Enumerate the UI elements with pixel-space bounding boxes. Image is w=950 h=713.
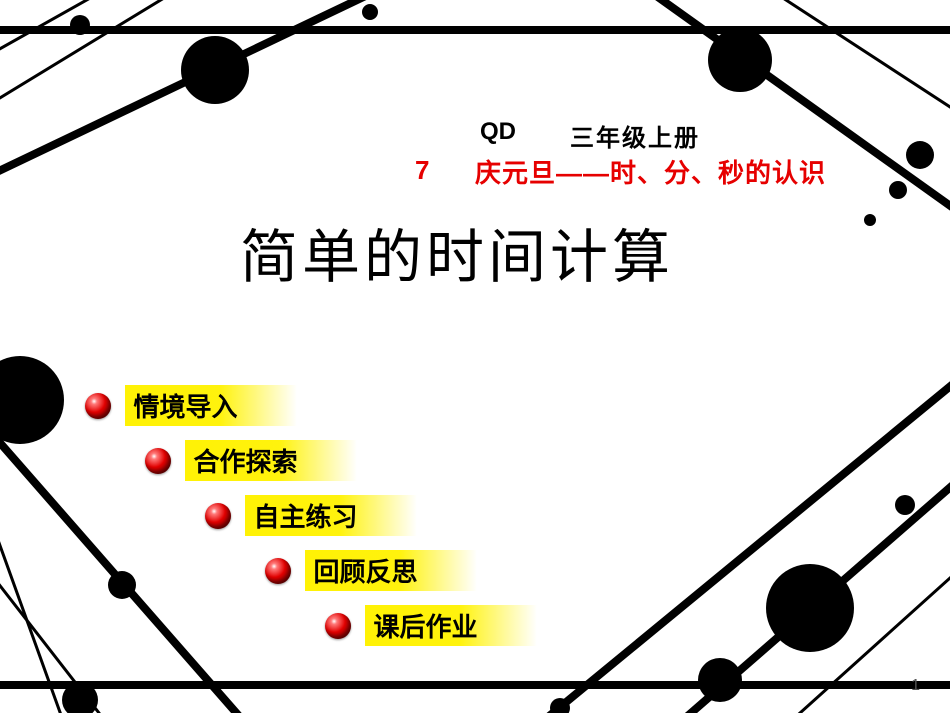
menu-label: 合作探索	[185, 440, 357, 481]
bullet-icon	[145, 448, 171, 474]
bullet-icon	[265, 558, 291, 584]
menu-item-5[interactable]: 课后作业	[325, 605, 537, 646]
chapter-number: 7	[415, 155, 429, 186]
header-qd: QD	[480, 118, 516, 146]
bullet-icon	[325, 613, 351, 639]
page-title: 简单的时间计算	[240, 210, 674, 294]
slide: QD 三年级上册 7 庆元旦——时、分、秒的认识 简单的时间计算 情境导入 合作…	[0, 0, 950, 713]
page-number: 1	[911, 677, 920, 695]
bullet-icon	[85, 393, 111, 419]
chapter-title: 庆元旦——时、分、秒的认识	[475, 153, 826, 190]
menu-item-2[interactable]: 合作探索	[145, 440, 357, 481]
menu-label: 回顾反思	[305, 550, 477, 591]
menu-label: 自主练习	[245, 495, 417, 536]
menu-item-3[interactable]: 自主练习	[205, 495, 417, 536]
bullet-icon	[205, 503, 231, 529]
menu-label: 课后作业	[365, 605, 537, 646]
header-grade: 三年级上册	[570, 118, 700, 153]
menu-item-1[interactable]: 情境导入	[85, 385, 297, 426]
menu-item-4[interactable]: 回顾反思	[265, 550, 477, 591]
menu-label: 情境导入	[125, 385, 297, 426]
